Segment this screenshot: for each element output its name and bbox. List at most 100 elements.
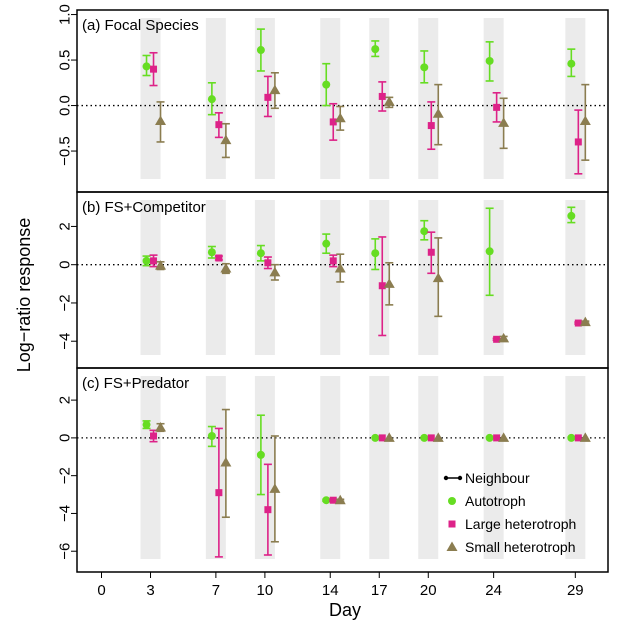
autotroph-point bbox=[142, 62, 151, 71]
small-heterotroph-point bbox=[220, 456, 232, 467]
large-heterotroph-point bbox=[264, 93, 272, 101]
y-tick-label: −2 bbox=[57, 467, 74, 484]
sampling-day-shade bbox=[369, 376, 390, 559]
y-tick-label: −2 bbox=[57, 294, 74, 311]
small-heterotroph-point bbox=[220, 134, 232, 145]
x-tick-label: 0 bbox=[97, 582, 105, 599]
large-heterotroph-point bbox=[378, 282, 386, 290]
autotroph-point bbox=[371, 45, 380, 54]
panel-title: (a) Focal Species bbox=[82, 17, 199, 34]
series-autotroph bbox=[142, 28, 576, 116]
small-heterotroph-point bbox=[334, 112, 346, 123]
autotroph-point bbox=[371, 249, 380, 258]
large-heterotroph-point bbox=[215, 254, 223, 262]
sampling-day-shade bbox=[369, 200, 390, 355]
autotroph-point bbox=[485, 433, 494, 442]
series-small-heterotroph bbox=[155, 237, 591, 343]
sampling-day-shade bbox=[320, 18, 341, 179]
x-tick-label: 20 bbox=[420, 582, 437, 599]
autotroph-point bbox=[142, 420, 151, 429]
legend-line-dot bbox=[443, 475, 449, 481]
small-heterotroph-point bbox=[579, 115, 591, 126]
sampling-day-shade bbox=[565, 376, 586, 559]
panel-title: (b) FS+Competitor bbox=[82, 199, 206, 216]
large-heterotroph-point bbox=[150, 432, 158, 440]
series-small-heterotroph bbox=[155, 408, 591, 543]
x-tick-label: 24 bbox=[485, 582, 502, 599]
panel-3: −6 −4 −2 0 2 (c) FS+Predator bbox=[57, 367, 609, 573]
large-heterotroph-point bbox=[329, 496, 337, 504]
y-tick-label: 1.0 bbox=[57, 4, 74, 25]
small-heterotroph-point bbox=[383, 96, 395, 106]
small-heterotroph-point bbox=[383, 432, 395, 442]
x-tick-label: 3 bbox=[146, 582, 154, 599]
legend-marker-autotroph bbox=[448, 497, 456, 505]
large-heterotroph-point bbox=[574, 319, 582, 327]
y-tick-label: −0.5 bbox=[57, 136, 74, 166]
sampling-day-shade bbox=[320, 200, 341, 355]
large-heterotroph-point bbox=[215, 489, 223, 497]
y-tick-label: −4 bbox=[57, 333, 74, 350]
large-heterotroph-point bbox=[378, 434, 386, 442]
autotroph-point bbox=[322, 496, 331, 505]
autotroph-point bbox=[256, 46, 265, 55]
x-tick-label: 29 bbox=[567, 582, 584, 599]
sampling-day-shade bbox=[483, 200, 504, 355]
legend-marker-small-heterotroph bbox=[446, 541, 458, 551]
panel-frame bbox=[76, 367, 609, 573]
sampling-day-shade bbox=[205, 200, 226, 355]
series-autotroph bbox=[142, 206, 576, 297]
small-heterotroph-point bbox=[269, 266, 281, 277]
large-heterotroph-point bbox=[427, 122, 435, 130]
large-heterotroph-point bbox=[378, 92, 386, 100]
legend-line-dot bbox=[457, 475, 463, 481]
large-heterotroph-point bbox=[215, 121, 223, 129]
x-tick-label: 10 bbox=[257, 582, 274, 599]
autotroph-point bbox=[420, 63, 429, 72]
small-heterotroph-point bbox=[383, 278, 395, 288]
y-tick-label: 2 bbox=[57, 396, 74, 404]
small-heterotroph-point bbox=[334, 263, 346, 273]
series-large-heterotroph bbox=[149, 51, 583, 175]
small-heterotroph-point bbox=[432, 108, 444, 118]
large-heterotroph-point bbox=[493, 335, 501, 343]
legend-label-large-heterotroph: Large heterotroph bbox=[465, 516, 576, 532]
x-axis-title: Day bbox=[329, 600, 361, 620]
panel-title: (c) FS+Predator bbox=[82, 375, 189, 392]
autotroph-point bbox=[371, 433, 380, 442]
small-heterotroph-point bbox=[432, 272, 444, 283]
x-tick-label: 7 bbox=[212, 582, 220, 599]
large-heterotroph-point bbox=[427, 248, 435, 256]
autotroph-point bbox=[207, 248, 216, 257]
large-heterotroph-point bbox=[150, 257, 158, 265]
autotroph-point bbox=[322, 239, 331, 248]
sampling-day-shade bbox=[418, 18, 439, 179]
y-tick-label: 0 bbox=[57, 261, 74, 269]
sampling-day-shade bbox=[254, 376, 275, 559]
large-heterotroph-point bbox=[329, 257, 337, 265]
small-heterotroph-point bbox=[334, 494, 346, 505]
small-heterotroph-point bbox=[220, 263, 232, 273]
autotroph-point bbox=[420, 227, 429, 236]
sampling-day-shade bbox=[483, 376, 504, 559]
series-large-heterotroph bbox=[149, 427, 582, 558]
large-heterotroph-point bbox=[574, 434, 582, 442]
panel-2: −4 −2 0 2 (b) FS+Competitor bbox=[57, 191, 609, 369]
y-tick-label: 0.5 bbox=[57, 50, 74, 71]
x-axis: 0 3 7 10 14 17 20 24 29 bbox=[97, 572, 584, 599]
small-heterotroph-point bbox=[269, 84, 281, 95]
x-tick-label: 14 bbox=[322, 582, 339, 599]
small-heterotroph-point bbox=[498, 332, 510, 343]
autotroph-point bbox=[485, 56, 494, 65]
sampling-day-shade bbox=[565, 200, 586, 355]
sampling-day-shade bbox=[320, 376, 341, 559]
autotroph-point bbox=[207, 432, 216, 440]
legend: Neighbour Autotroph Large heterotroph Small… bbox=[443, 470, 576, 555]
large-heterotroph-point bbox=[493, 103, 501, 111]
sampling-day-shade bbox=[565, 18, 586, 179]
large-heterotroph-point bbox=[574, 138, 582, 146]
autotroph-point bbox=[567, 211, 576, 220]
legend-label-autotroph: Autotroph bbox=[465, 493, 526, 509]
autotroph-point bbox=[256, 249, 265, 258]
